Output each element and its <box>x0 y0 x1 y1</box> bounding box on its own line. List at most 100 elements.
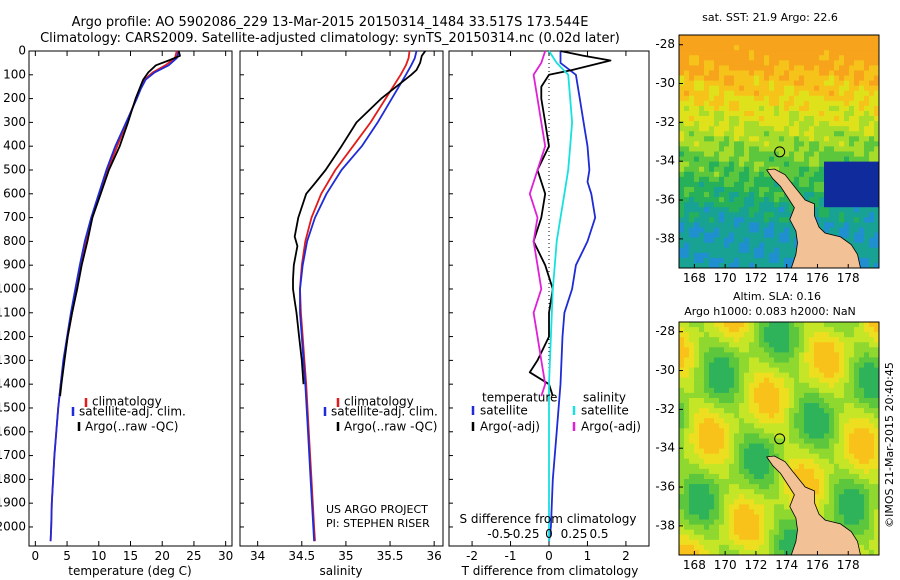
heatmap-cell <box>694 448 700 455</box>
heatmap-cell <box>729 458 735 465</box>
heatmap-cell <box>704 403 710 409</box>
heatmap-cell <box>759 494 765 500</box>
heatmap-cell <box>834 121 840 127</box>
heatmap-cell <box>864 332 870 338</box>
heatmap-cell <box>714 207 720 213</box>
heatmap-cell <box>744 227 750 233</box>
heatmap-cell <box>764 524 770 531</box>
heatmap-cell <box>764 141 770 147</box>
heatmap-cell <box>694 70 700 76</box>
heatmap-cell <box>764 176 770 183</box>
heatmap-cell <box>699 473 705 480</box>
heatmap-cell <box>744 171 750 178</box>
heatmap-cell <box>724 116 730 122</box>
heatmap-cell <box>759 136 765 142</box>
heatmap-cell <box>749 377 755 384</box>
heatmap-cell <box>739 347 745 353</box>
heatmap-cell <box>799 372 805 379</box>
heatmap-cell <box>824 55 830 61</box>
heatmap-cell <box>709 443 715 450</box>
heatmap-cell <box>749 131 755 137</box>
heatmap-cell <box>784 433 790 439</box>
heatmap-cell <box>774 504 780 510</box>
heatmap-cell <box>809 45 815 51</box>
heatmap-cell <box>724 509 730 515</box>
heatmap-cell <box>829 509 835 515</box>
heatmap-cell <box>799 367 805 374</box>
heatmap-cell <box>819 75 825 81</box>
heatmap-cell <box>844 80 850 87</box>
heatmap-cell <box>719 544 725 551</box>
heatmap-cell <box>689 116 695 122</box>
heatmap-cell <box>849 509 855 515</box>
heatmap-cell <box>739 479 745 485</box>
heatmap-cell <box>734 237 740 244</box>
heatmap-cell <box>784 197 790 203</box>
heatmap-cell <box>794 392 800 399</box>
heatmap-cell <box>689 207 695 213</box>
heatmap-cell <box>824 186 830 193</box>
heatmap-cell <box>824 50 830 56</box>
heatmap-cell <box>719 105 725 112</box>
heatmap-cell <box>684 80 690 87</box>
heatmap-cell <box>769 121 775 127</box>
heatmap-cell <box>769 105 775 112</box>
heatmap-cell <box>824 75 830 81</box>
heatmap-cell <box>779 453 785 460</box>
heatmap-cell <box>824 40 830 46</box>
heatmap-cell <box>709 367 715 374</box>
heatmap-cell <box>729 413 735 419</box>
heatmap-cell <box>819 192 825 198</box>
heatmap-cell <box>724 367 730 374</box>
heatmap-cell <box>799 423 805 429</box>
heatmap-cell <box>754 257 760 264</box>
heatmap-cell <box>804 473 810 480</box>
heatmap-cell <box>679 237 685 244</box>
heatmap-cell <box>754 252 760 259</box>
heatmap-cell <box>729 337 735 343</box>
heatmap-cell <box>734 433 740 439</box>
heatmap-cell <box>829 448 835 455</box>
heatmap-cell <box>729 197 735 203</box>
heatmap-cell <box>804 397 810 404</box>
heatmap-cell <box>689 327 695 333</box>
heatmap-cell <box>804 121 810 127</box>
heatmap-cell <box>874 327 880 333</box>
heatmap-cell <box>764 484 770 490</box>
heatmap-cell <box>864 65 870 71</box>
x-tick-label: 35 <box>338 549 353 563</box>
heatmap-cell <box>769 468 775 475</box>
heatmap-cell <box>694 524 700 531</box>
heatmap-cell <box>824 60 830 66</box>
heatmap-cell <box>789 377 795 384</box>
heatmap-cell <box>854 50 860 56</box>
heatmap-cell <box>829 382 835 389</box>
heatmap-cell <box>839 100 845 107</box>
heatmap-cell <box>734 121 740 127</box>
heatmap-cell <box>699 403 705 409</box>
heatmap-cell <box>709 262 715 269</box>
heatmap-cell <box>874 397 880 404</box>
heatmap-cell <box>839 65 845 71</box>
heatmap-cell <box>864 75 870 81</box>
heatmap-cell <box>689 458 695 465</box>
heatmap-cell <box>859 141 865 147</box>
heatmap-cell <box>719 473 725 480</box>
heatmap-cell <box>864 397 870 404</box>
heatmap-cell <box>834 494 840 500</box>
heatmap-cell <box>784 357 790 363</box>
heatmap-cell <box>739 413 745 419</box>
heatmap-cell <box>764 509 770 515</box>
heatmap-cell <box>844 207 850 213</box>
heatmap-cell <box>784 458 790 465</box>
heatmap-cell <box>744 397 750 404</box>
heatmap-cell <box>864 141 870 147</box>
heatmap-cell <box>849 463 855 470</box>
heatmap-cell <box>779 382 785 389</box>
heatmap-cell <box>719 85 725 92</box>
heatmap-cell <box>829 75 835 81</box>
heatmap-cell <box>784 489 790 495</box>
heatmap-cell <box>739 322 745 328</box>
heatmap-cell <box>809 377 815 384</box>
heatmap-cell <box>699 105 705 112</box>
